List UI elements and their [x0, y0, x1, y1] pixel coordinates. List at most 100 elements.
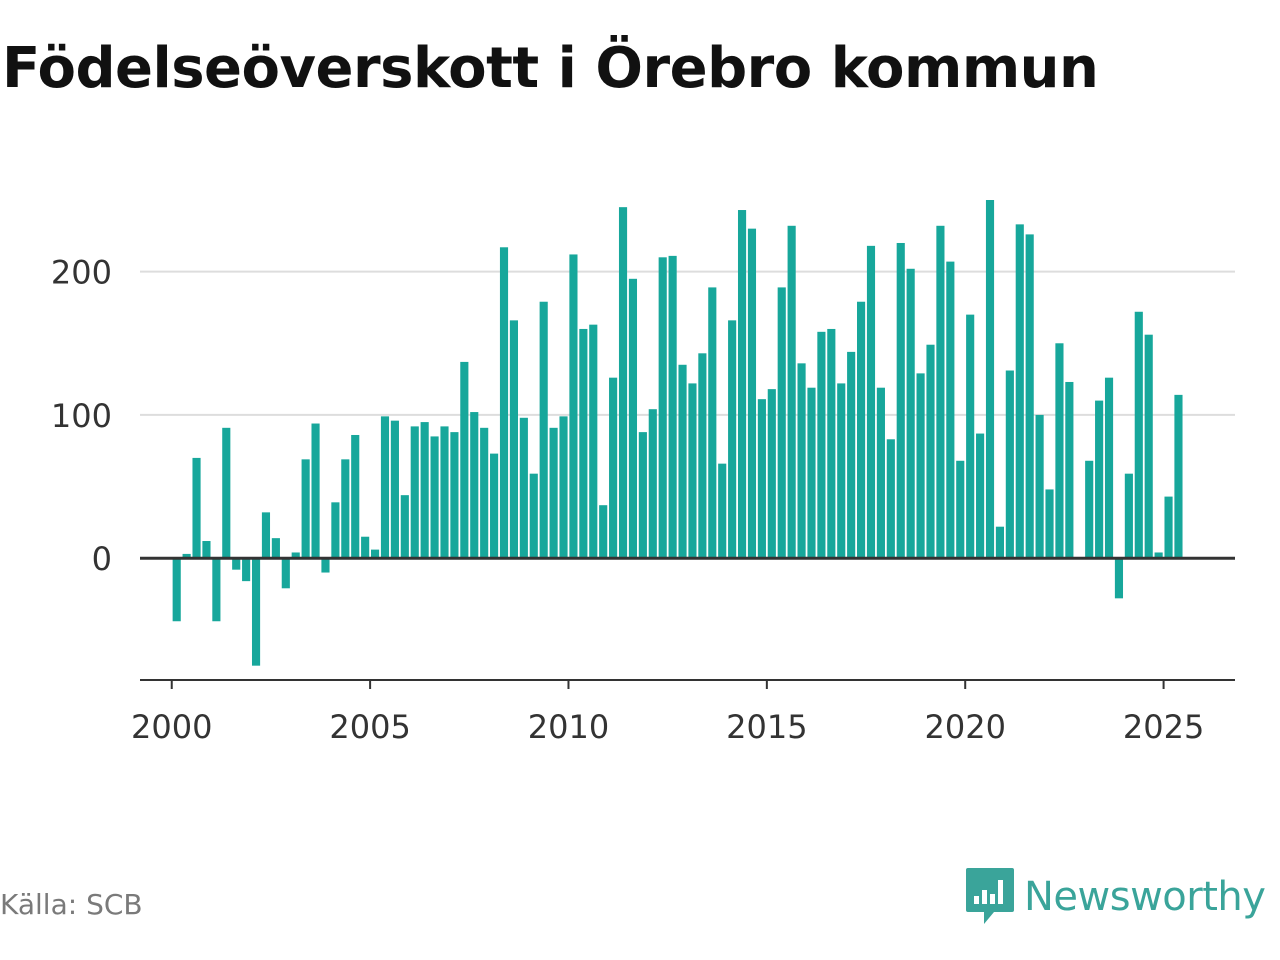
- bar: [172, 558, 181, 622]
- bar: [668, 255, 677, 559]
- bar: [976, 433, 985, 559]
- bars: [172, 200, 1183, 666]
- bar: [678, 364, 687, 559]
- y-tick-label: 200: [51, 254, 112, 292]
- bar: [896, 242, 905, 559]
- bar: [728, 320, 737, 559]
- bar: [837, 383, 846, 559]
- tick-labels: 0 100 200 2000 2005 2010 2015 2020 2025: [51, 254, 1204, 746]
- bar: [847, 351, 856, 559]
- bar: [351, 434, 360, 559]
- bar: [291, 552, 300, 559]
- brand-name: Newsworthy: [1024, 874, 1266, 920]
- bar: [271, 538, 280, 559]
- bar: [648, 409, 657, 559]
- bar: [420, 422, 429, 559]
- bar: [787, 225, 796, 559]
- bar: [946, 261, 955, 559]
- x-tick-label: 2025: [1123, 708, 1204, 746]
- bar: [529, 473, 538, 559]
- bar: [579, 328, 588, 559]
- bar: [450, 432, 459, 559]
- bar: [470, 412, 479, 559]
- bar: [1005, 370, 1014, 559]
- bar: [966, 314, 975, 559]
- bar: [182, 553, 191, 559]
- bar: [261, 512, 271, 559]
- bar: [1144, 334, 1153, 559]
- bar: [807, 387, 816, 559]
- bar: [1154, 552, 1163, 559]
- bar: [390, 420, 399, 559]
- bar: [638, 432, 647, 559]
- gridlines: [140, 270, 1235, 416]
- newsworthy-logo[interactable]: Newsworthy: [964, 864, 1266, 930]
- bar: [767, 389, 776, 559]
- y-tick-label: 100: [51, 397, 112, 435]
- bar: [331, 502, 340, 559]
- bar: [212, 558, 221, 622]
- bar: [549, 427, 558, 559]
- bar: [1025, 234, 1034, 559]
- bar: [539, 301, 548, 559]
- bar: [698, 353, 707, 559]
- bar: [311, 423, 320, 559]
- bar: [926, 344, 935, 559]
- bar: [1015, 224, 1024, 559]
- bar: [490, 453, 499, 559]
- bar: [985, 200, 995, 559]
- bar: [906, 268, 915, 559]
- bar: [817, 331, 826, 559]
- newsworthy-logo-icon: [966, 868, 1014, 924]
- bar: [400, 495, 409, 559]
- bar: [519, 417, 528, 559]
- bar: [658, 257, 667, 559]
- bar: [737, 210, 747, 559]
- bar: [1095, 400, 1104, 559]
- bar: [827, 328, 836, 559]
- bar: [460, 361, 469, 559]
- bar: [371, 549, 380, 559]
- bar: [599, 505, 608, 559]
- bar: [609, 377, 618, 559]
- bar: [866, 245, 876, 559]
- source-note: Källa: SCB: [0, 888, 143, 921]
- bar: [797, 363, 806, 559]
- bar: [1164, 496, 1173, 559]
- bar: [222, 427, 231, 559]
- bar: [995, 526, 1004, 559]
- bar: [232, 558, 241, 570]
- chart-title: Födelseöverskott i Örebro kommun: [2, 36, 1099, 101]
- bar: [1124, 473, 1133, 559]
- bar: [886, 439, 895, 559]
- bar: [1055, 343, 1064, 559]
- bar: [242, 558, 251, 582]
- bar: [708, 287, 717, 559]
- bar: [480, 427, 489, 559]
- bar: [589, 324, 598, 559]
- bar: [440, 426, 449, 559]
- bar: [321, 558, 330, 573]
- bar: [618, 207, 628, 559]
- bar: [718, 463, 727, 559]
- bar: [301, 459, 310, 559]
- bar: [192, 457, 201, 559]
- bar: [747, 228, 757, 559]
- bar: [876, 387, 885, 559]
- bar: [430, 436, 439, 559]
- bar: [757, 399, 766, 559]
- x-tick-label: 2010: [528, 708, 609, 746]
- bar: [410, 426, 419, 559]
- bar: [936, 225, 945, 559]
- bar: [777, 287, 786, 559]
- x-tick-label: 2000: [131, 708, 212, 746]
- bar: [1065, 381, 1074, 559]
- bar: [628, 278, 638, 559]
- bar: [341, 459, 350, 559]
- bar: [688, 383, 697, 559]
- bar: [1174, 394, 1183, 559]
- bar: [202, 541, 211, 559]
- y-tick-label: 0: [92, 540, 112, 578]
- bar: [499, 247, 509, 559]
